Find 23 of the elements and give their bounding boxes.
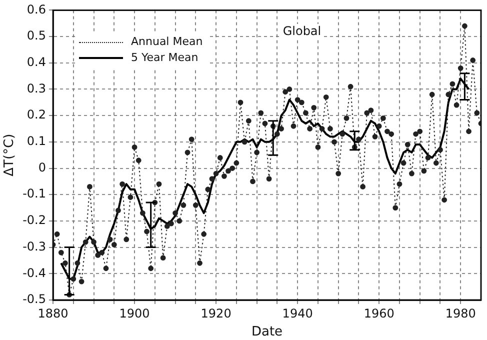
y-tick-label: 0 [38,160,46,174]
x-tick-label: 1960 [364,306,394,320]
y-tick-label: -0.5 [22,292,46,306]
annotation: Global [280,24,324,38]
x-tick-label: 1940 [282,306,313,320]
x-tick-label: 1920 [200,306,232,320]
y-tick-label: -0.3 [22,239,46,254]
x-tick-label: 1900 [119,306,150,320]
x-tick-label: 1980 [445,306,476,320]
y-tick-label: -0.1 [22,186,46,201]
legend-label: 5 Year Mean [131,50,198,66]
y-tick-label: -0.2 [22,213,46,228]
y-tick-label: 0.3 [26,81,46,96]
legend-label: Annual Mean [131,34,203,50]
x-axis-title: Date [251,324,283,340]
y-tick-label: -0.4 [22,266,46,280]
y-tick-label: 0.4 [26,55,46,70]
x-tick-label: 1880 [38,306,68,320]
y-tick-label: 0.1 [26,134,46,148]
y-axis-title: ΔT(°C) [2,134,18,176]
y-tick-label: 0.2 [26,108,46,122]
y-tick-label: 0.5 [26,28,46,43]
y-tick-label: 0.6 [26,2,46,16]
